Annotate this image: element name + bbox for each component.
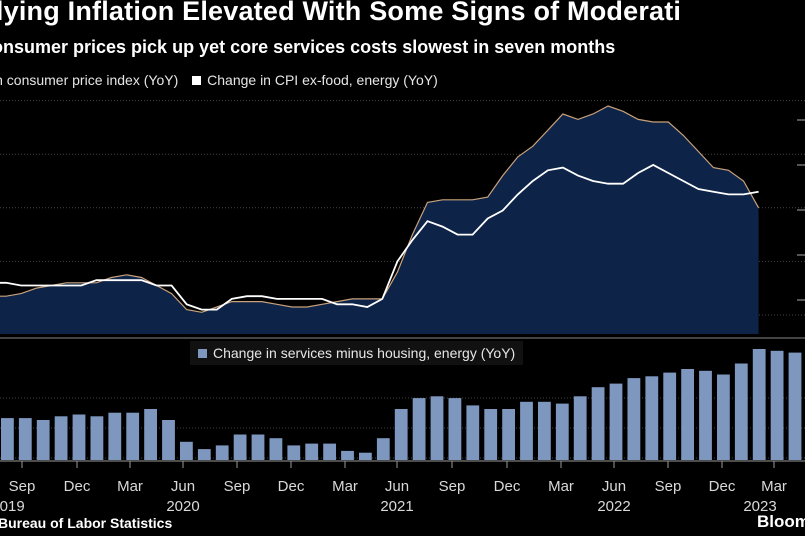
services-bar	[734, 363, 748, 460]
core-cpi-line	[0, 163, 759, 311]
services-bar	[555, 403, 569, 460]
x-month-label: Sep	[224, 478, 251, 495]
legend-top: in consumer price index (YoY) Change in …	[0, 72, 438, 88]
cpi-area	[0, 106, 759, 334]
services-bar	[108, 412, 122, 460]
legend-item-core: Change in CPI ex-food, energy (YoY)	[207, 72, 438, 88]
services-bar	[430, 396, 444, 460]
services-bar	[18, 418, 32, 460]
x-month-label: Sep	[439, 478, 466, 495]
x-month-label: Mar	[117, 478, 143, 495]
services-bar	[645, 376, 659, 460]
services-bar	[681, 369, 694, 460]
services-bar	[341, 450, 354, 460]
x-month-label: Jun	[602, 478, 626, 495]
services-bar	[54, 416, 68, 460]
services-bar	[180, 441, 193, 460]
x-month-label: Mar	[332, 478, 358, 495]
x-year-label: 2020	[166, 498, 199, 515]
services-bar	[770, 350, 784, 460]
x-month-label: Jun	[171, 478, 195, 495]
x-month-label: Sep	[9, 478, 36, 495]
x-year-label: 2022	[597, 498, 630, 515]
services-bar	[126, 412, 140, 460]
services-bar	[251, 434, 265, 460]
x-year-label: 2023	[743, 498, 776, 515]
services-bar	[752, 349, 766, 460]
chart-subtitle: onsumer prices pick up yet core services…	[0, 37, 616, 57]
services-bar	[215, 445, 229, 460]
legend-swatch-services	[198, 349, 207, 358]
services-bar	[448, 398, 462, 460]
services-bar	[502, 409, 515, 460]
x-month-label: Dec	[709, 478, 736, 495]
legend-item-services: Change in services minus housing, energy…	[213, 345, 516, 361]
services-bar	[699, 370, 712, 460]
services-bar	[788, 352, 802, 460]
services-bar	[323, 443, 336, 460]
x-month-label: Mar	[548, 478, 574, 495]
services-bar	[287, 445, 301, 460]
services-bar	[162, 420, 175, 460]
services-bar	[144, 409, 157, 460]
services-bar	[412, 398, 426, 460]
chart-title: erlying Inflation Elevated With Some Sig…	[0, 0, 682, 26]
services-bar	[573, 396, 587, 460]
x-month-label: Dec	[494, 478, 521, 495]
x-axis: Sep Dec Mar Jun Sep Dec Mar Jun Sep Dec Mar Jun Sep D…	[0, 460, 805, 515]
brand-logo-text: Bloom	[757, 512, 805, 531]
services-bar	[36, 420, 50, 460]
bottom-panel-bars	[1, 349, 802, 460]
x-month-label: Mar	[761, 478, 787, 495]
services-bar	[72, 414, 86, 460]
legend-bottom: Change in services minus housing, energy…	[190, 341, 524, 365]
services-bar	[538, 401, 551, 460]
services-bar	[591, 387, 605, 460]
legend-swatch-core	[192, 76, 202, 85]
x-month-label: Dec	[278, 478, 305, 495]
services-bar	[90, 416, 104, 460]
services-bar	[197, 449, 211, 460]
services-bar	[663, 372, 677, 460]
services-bar	[520, 401, 533, 460]
source-note: Bureau of Labor Statistics	[0, 515, 173, 531]
services-bar	[305, 443, 319, 460]
services-bar	[376, 438, 390, 460]
top-panel-area	[0, 105, 760, 334]
x-month-label: Sep	[655, 478, 682, 495]
services-bar	[466, 405, 480, 460]
legend-item-cpi: in consumer price index (YoY)	[0, 72, 179, 88]
services-bar	[627, 378, 641, 460]
services-bar	[484, 409, 498, 460]
cpi-edge-line	[0, 105, 760, 313]
x-year-label: 2021	[380, 498, 413, 515]
x-year-label: 2019	[0, 498, 25, 515]
services-bar	[233, 434, 247, 460]
x-month-label: Dec	[64, 478, 91, 495]
x-month-label: Jun	[385, 478, 409, 495]
services-bar	[359, 452, 372, 460]
top-panel-line	[0, 163, 759, 311]
services-bar	[609, 383, 623, 460]
services-bar	[394, 409, 408, 460]
services-bar	[717, 374, 730, 460]
services-bar	[269, 438, 283, 460]
services-bar	[1, 418, 14, 460]
